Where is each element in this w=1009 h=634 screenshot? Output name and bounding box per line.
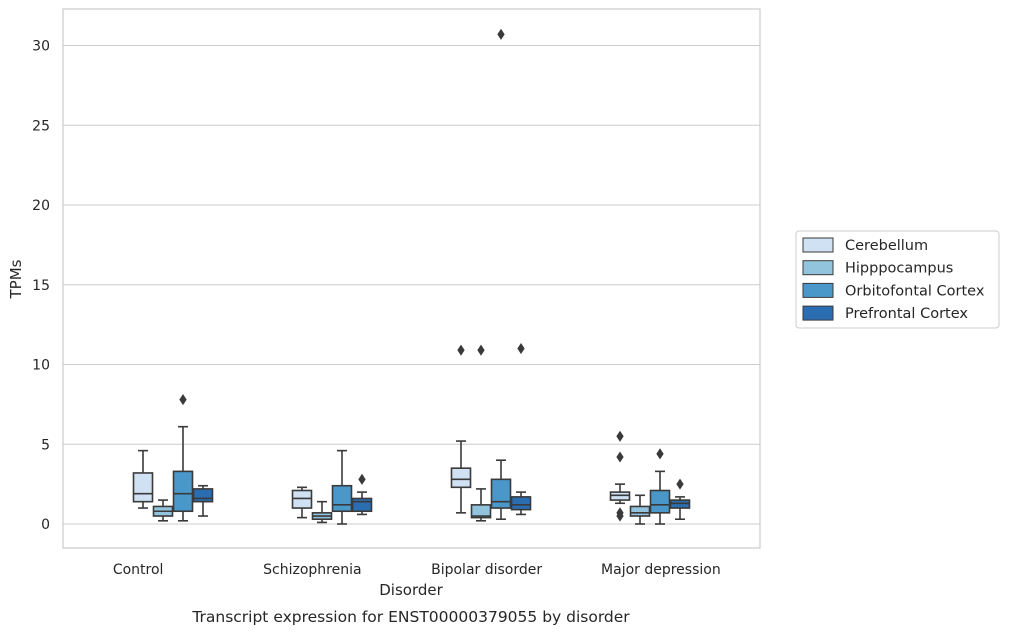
box-iqr xyxy=(192,488,214,503)
y-tick-labels: 0 5 10 15 20 25 30 xyxy=(32,39,50,534)
outlier-point xyxy=(497,28,505,40)
box-iqr xyxy=(331,484,353,513)
legend-label: Orbitofontal Cortex xyxy=(845,283,985,299)
x-axis-label: Disorder xyxy=(379,581,443,599)
legend-frame xyxy=(795,230,1000,329)
legend-swatch xyxy=(802,305,834,321)
box-iqr xyxy=(510,496,532,511)
y-tick-label: 15 xyxy=(32,278,50,294)
y-axis-label: TPMs xyxy=(7,259,25,299)
outlier-point xyxy=(457,344,465,356)
box-iqr xyxy=(490,478,512,509)
box-cerebellum xyxy=(609,430,631,522)
plot-frame xyxy=(62,8,761,549)
box-hipppocampus xyxy=(311,500,333,524)
y-tick-label: 0 xyxy=(41,517,50,533)
box-iqr xyxy=(450,467,472,489)
box-iqr xyxy=(629,505,651,517)
outlier-point xyxy=(616,430,624,442)
outlier-point xyxy=(616,510,624,522)
y-tick-label: 5 xyxy=(41,437,50,453)
outlier-point xyxy=(477,344,485,356)
chart-caption: Transcript expression for ENST0000037905… xyxy=(191,608,630,626)
box-iqr xyxy=(132,472,154,503)
box-iqr xyxy=(172,470,194,513)
box-hipppocampus xyxy=(470,344,492,522)
box-orbitofontal-cortex xyxy=(490,28,512,521)
outlier-point xyxy=(656,448,664,460)
box-iqr xyxy=(351,497,373,513)
box-prefrontal-cortex xyxy=(669,478,691,521)
outlier-point xyxy=(517,343,525,355)
box-prefrontal-cortex xyxy=(192,484,214,517)
box-cerebellum xyxy=(450,344,472,514)
outlier-point xyxy=(616,451,624,463)
legend-swatch xyxy=(802,237,834,253)
box-orbitofontal-cortex xyxy=(172,394,194,522)
x-tick-label: Major depression xyxy=(601,562,721,578)
box-orbitofontal-cortex xyxy=(649,448,671,525)
legend-swatch xyxy=(802,260,834,276)
legend: Cerebellum Hipppocampus Orbitofontal Corte… xyxy=(795,230,1000,329)
box-prefrontal-cortex xyxy=(351,473,373,516)
outlier-point xyxy=(676,478,684,490)
outlier-point xyxy=(179,394,187,406)
box-hipppocampus xyxy=(152,499,174,522)
x-tick-label: Control xyxy=(113,562,164,578)
box-cerebellum xyxy=(132,449,154,509)
box-prefrontal-cortex xyxy=(510,343,532,516)
x-tick-label: Bipolar disorder xyxy=(431,562,542,578)
box-orbitofontal-cortex xyxy=(331,449,353,525)
grid-lines xyxy=(63,44,760,525)
legend-label: Prefrontal Cortex xyxy=(845,306,968,322)
legend-label: Cerebellum xyxy=(845,238,928,254)
y-tick-label: 25 xyxy=(32,118,50,134)
box-cerebellum xyxy=(291,486,313,519)
x-tick-labels: Control Schizophrenia Bipolar disorder Majo… xyxy=(113,562,721,578)
legend-label: Hipppocampus xyxy=(845,261,953,277)
box-iqr xyxy=(649,489,671,514)
x-tick-label: Schizophrenia xyxy=(263,562,361,578)
box-iqr xyxy=(470,504,492,519)
outlier-point xyxy=(358,473,366,485)
boxes xyxy=(132,28,691,525)
legend-swatch xyxy=(802,282,834,298)
y-tick-label: 10 xyxy=(32,358,50,374)
y-tick-label: 30 xyxy=(32,39,50,55)
y-tick-label: 20 xyxy=(32,198,50,214)
box-hipppocampus xyxy=(629,494,651,525)
